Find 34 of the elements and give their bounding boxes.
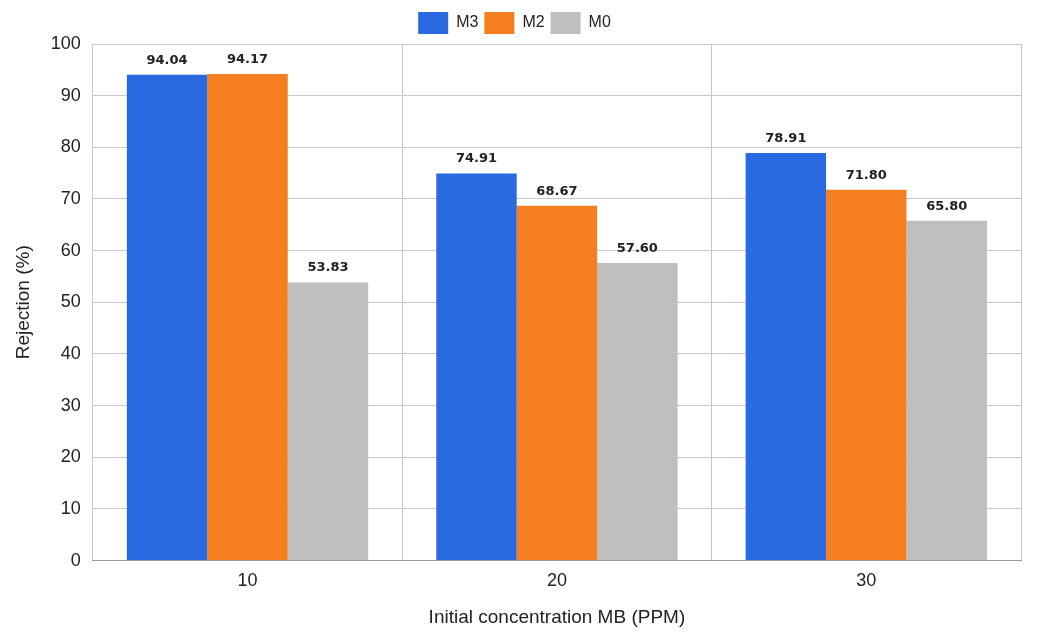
data-label: 53.83 <box>307 259 349 275</box>
legend-label: M2 <box>522 13 545 31</box>
y-tick-label: 90 <box>60 84 81 105</box>
bar <box>745 152 827 561</box>
data-label: 74.91 <box>455 150 498 166</box>
legend-label: M3 <box>456 13 479 31</box>
bar <box>126 74 208 561</box>
bar <box>516 205 598 561</box>
data-label: 78.91 <box>765 129 807 145</box>
data-label: 57.60 <box>616 239 658 255</box>
data-label: 68.67 <box>536 182 578 198</box>
data-label: 94.04 <box>146 51 188 67</box>
data-label: 94.17 <box>226 50 269 66</box>
y-tick-label: 100 <box>50 32 81 53</box>
y-tick-label: 10 <box>60 497 81 518</box>
x-tick-label: 30 <box>856 570 877 591</box>
y-tick-label: 50 <box>60 291 81 312</box>
bar <box>207 74 288 561</box>
y-tick-label: 80 <box>60 136 81 157</box>
y-tick-label: 20 <box>60 446 81 467</box>
legend-label: M0 <box>588 13 611 31</box>
data-label: 65.80 <box>926 197 968 213</box>
x-tick-label: 10 <box>237 570 258 591</box>
y-tick-label: 70 <box>60 187 81 208</box>
bar <box>826 189 907 561</box>
y-axis-title: Rejection (%) <box>11 245 33 360</box>
x-tick-label: 20 <box>546 570 567 591</box>
y-tick-label: 40 <box>60 342 81 363</box>
data-label: 71.80 <box>845 166 887 182</box>
y-tick-label: 0 <box>70 549 81 570</box>
bar <box>436 173 517 561</box>
y-tick-label: 60 <box>60 239 81 260</box>
x-axis-title: Initial concentration MB (PPM) <box>428 605 686 627</box>
y-tick-label: 30 <box>60 394 81 415</box>
